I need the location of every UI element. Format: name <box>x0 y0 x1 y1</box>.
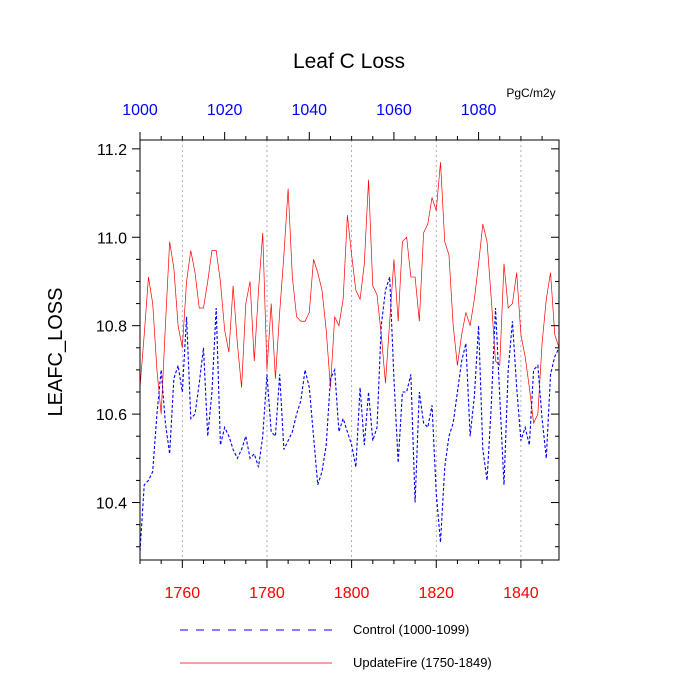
plot-frame <box>139 139 560 561</box>
y-tick-label: 11.0 <box>97 230 127 247</box>
grid-layer <box>181 140 522 560</box>
x-bottom-tick-label: 1820 <box>418 585 454 602</box>
axis-layer: 10.4 10.6 10.8 11.0 11.2 1760 1780 1800 1820 1840… <box>96 102 559 602</box>
units-label: PgC/m2y <box>506 86 555 100</box>
y-axis-label: LEAFC_LOSS <box>45 288 67 417</box>
x-top-tick-label: 1060 <box>376 102 412 119</box>
legend: Control (1000-1099) UpdateFire (1750-184… <box>180 622 492 670</box>
legend-label-control: Control (1000-1099) <box>353 622 469 637</box>
series-line-control <box>139 276 560 552</box>
x-top-tick-label: 1000 <box>122 102 158 119</box>
series-line-updatefire <box>139 162 560 425</box>
x-top-tick-label: 1080 <box>461 102 497 119</box>
x-bottom-tick-label: 1840 <box>503 585 539 602</box>
series-layer <box>139 162 560 552</box>
legend-label-updatefire: UpdateFire (1750-1849) <box>353 655 492 670</box>
x-bottom-tick-label: 1800 <box>334 585 370 602</box>
x-bottom-tick-label: 1780 <box>249 585 285 602</box>
x-bottom-tick-label: 1760 <box>165 585 201 602</box>
y-tick-label: 10.6 <box>96 407 127 424</box>
x-top-tick-label: 1020 <box>207 102 243 119</box>
y-tick-label: 11.2 <box>97 142 127 159</box>
x-top-tick-label: 1040 <box>291 102 327 119</box>
y-tick-label: 10.4 <box>96 496 127 513</box>
y-tick-label: 10.8 <box>96 319 127 336</box>
chart-title: Leaf C Loss <box>293 50 405 73</box>
